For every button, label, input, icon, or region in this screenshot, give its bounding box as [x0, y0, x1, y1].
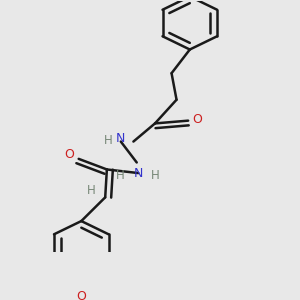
Text: O: O [64, 148, 74, 161]
Text: N: N [116, 132, 125, 145]
Text: O: O [193, 113, 202, 126]
Text: H: H [104, 134, 113, 147]
Text: N: N [134, 167, 143, 180]
Text: O: O [76, 290, 86, 300]
Text: H: H [151, 169, 159, 182]
Text: H: H [87, 184, 96, 197]
Text: H: H [116, 169, 124, 182]
